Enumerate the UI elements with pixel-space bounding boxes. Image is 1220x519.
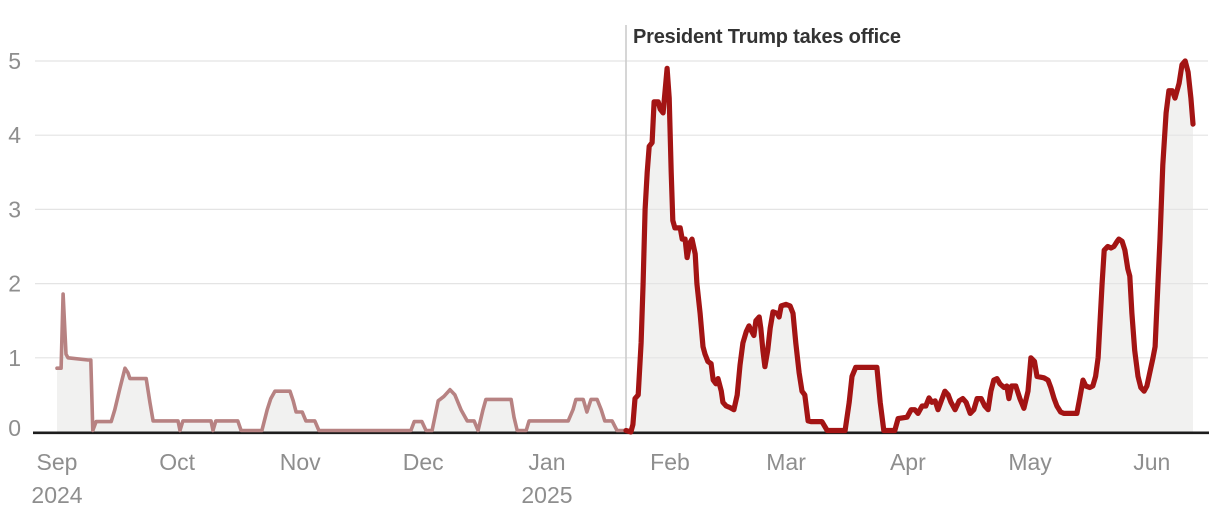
y-tick-label: 4 bbox=[8, 122, 21, 148]
x-tick-year-label: 2025 bbox=[521, 482, 572, 508]
x-tick-label: Apr bbox=[890, 449, 926, 475]
x-tick-label: Oct bbox=[159, 449, 195, 475]
line-before-inauguration bbox=[55, 292, 628, 433]
y-tick-label: 1 bbox=[8, 345, 21, 371]
x-tick-label: May bbox=[1008, 449, 1052, 475]
y-tick-label: 3 bbox=[8, 196, 21, 222]
annotation-label: President Trump takes office bbox=[633, 26, 901, 48]
y-tick-label: 2 bbox=[8, 271, 21, 297]
area-fill bbox=[57, 61, 1193, 432]
line-after-inauguration bbox=[623, 58, 1196, 435]
x-tick-label: Nov bbox=[280, 449, 321, 475]
x-tick-label: Dec bbox=[403, 449, 444, 475]
x-tick-label: Jun bbox=[1133, 449, 1170, 475]
x-tick-year-label: 2024 bbox=[31, 482, 82, 508]
x-tick-label: Mar bbox=[766, 449, 806, 475]
y-tick-label: 5 bbox=[8, 48, 21, 74]
x-tick-label: Jan bbox=[528, 449, 565, 475]
x-tick-label: Sep bbox=[37, 449, 78, 475]
x-tick-label: Feb bbox=[650, 449, 690, 475]
y-tick-label: 0 bbox=[8, 415, 21, 441]
